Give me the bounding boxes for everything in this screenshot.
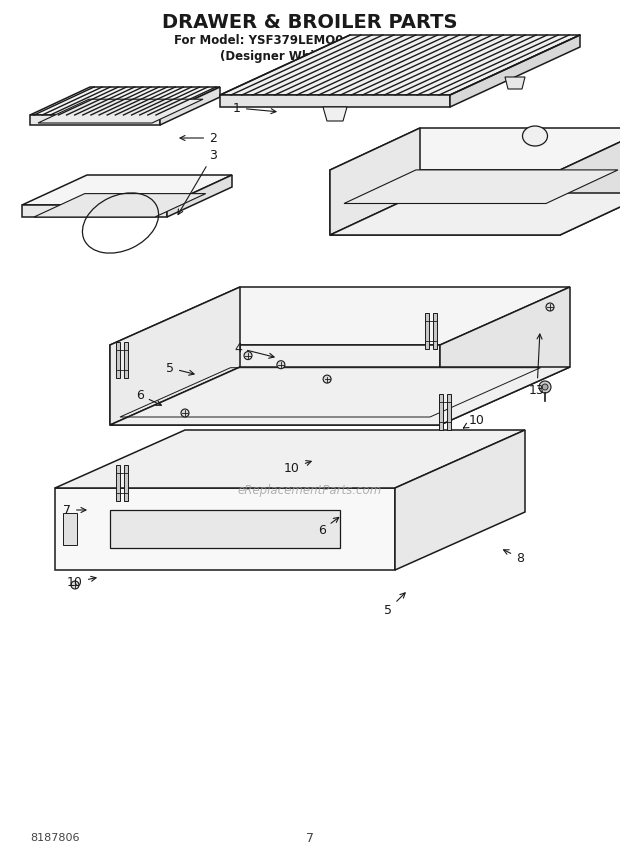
Polygon shape	[38, 99, 203, 123]
Polygon shape	[220, 95, 450, 107]
Text: eReplacementParts.com: eReplacementParts.com	[238, 484, 382, 496]
Polygon shape	[330, 128, 420, 235]
Polygon shape	[330, 193, 620, 235]
Polygon shape	[425, 313, 430, 349]
Polygon shape	[395, 430, 525, 570]
Polygon shape	[55, 488, 395, 570]
Polygon shape	[116, 342, 120, 378]
Polygon shape	[344, 169, 618, 204]
Ellipse shape	[523, 126, 547, 146]
Polygon shape	[124, 342, 128, 378]
Polygon shape	[110, 287, 570, 345]
Circle shape	[539, 381, 551, 393]
Polygon shape	[34, 193, 206, 217]
Polygon shape	[505, 77, 525, 89]
Text: 3: 3	[178, 148, 217, 215]
Text: 4: 4	[234, 342, 274, 359]
Polygon shape	[110, 287, 240, 425]
Polygon shape	[220, 35, 580, 95]
Circle shape	[277, 360, 285, 369]
Polygon shape	[440, 287, 570, 425]
Polygon shape	[560, 128, 620, 235]
Polygon shape	[63, 513, 77, 545]
Text: 10: 10	[463, 413, 485, 428]
Circle shape	[542, 384, 548, 390]
Polygon shape	[30, 115, 160, 125]
Polygon shape	[30, 87, 220, 115]
Polygon shape	[160, 87, 220, 125]
Text: 5: 5	[384, 593, 405, 616]
Text: 8: 8	[503, 550, 524, 564]
Circle shape	[546, 303, 554, 311]
Text: DRAWER & BROILER PARTS: DRAWER & BROILER PARTS	[162, 13, 458, 32]
Text: (Designer White)     (Black): (Designer White) (Black)	[220, 50, 400, 62]
Text: 7: 7	[63, 503, 86, 516]
Text: For Model: YSF379LEMQ0, YSF379LEMB0: For Model: YSF379LEMQ0, YSF379LEMB0	[174, 33, 446, 46]
Text: 2: 2	[180, 132, 217, 145]
Polygon shape	[55, 430, 525, 488]
Polygon shape	[330, 128, 620, 170]
Text: 10: 10	[284, 461, 311, 474]
Polygon shape	[450, 35, 580, 107]
Text: 6: 6	[318, 517, 339, 537]
Polygon shape	[124, 465, 128, 501]
Polygon shape	[110, 510, 340, 548]
Polygon shape	[110, 345, 440, 425]
Circle shape	[71, 581, 79, 589]
Polygon shape	[116, 465, 120, 501]
Polygon shape	[438, 394, 443, 430]
Text: 10: 10	[67, 575, 96, 589]
Text: 8187806: 8187806	[30, 833, 79, 843]
Polygon shape	[110, 367, 570, 425]
Polygon shape	[22, 175, 232, 205]
Text: 5: 5	[166, 361, 194, 375]
Text: 13: 13	[529, 334, 545, 396]
Polygon shape	[22, 205, 167, 217]
Circle shape	[323, 375, 331, 383]
Circle shape	[244, 352, 252, 360]
Polygon shape	[446, 394, 451, 430]
Text: 7: 7	[306, 831, 314, 845]
Polygon shape	[433, 313, 437, 349]
Text: 6: 6	[136, 389, 161, 406]
Text: 1: 1	[233, 102, 276, 115]
Polygon shape	[330, 170, 560, 235]
Polygon shape	[167, 175, 232, 217]
Polygon shape	[323, 107, 347, 121]
Circle shape	[181, 409, 189, 417]
